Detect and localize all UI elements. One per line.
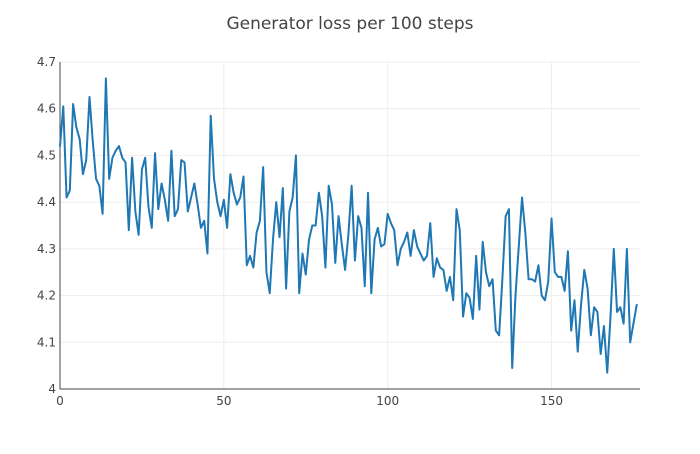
y-tick-label: 4.6 [37,102,56,116]
y-axis-tick-labels: 4 4.1 4.2 4.3 4.4 4.5 4.6 4.7 [37,55,56,396]
y-tick-label: 4.4 [37,195,56,209]
y-tick-label: 4 [48,382,56,396]
y-tick-label: 4.3 [37,242,56,256]
series-line [59,77,638,374]
y-tick-label: 4.1 [37,335,56,349]
x-tick-label: 50 [216,394,231,408]
x-axis-tick-labels: 0 50 100 150 [56,394,563,408]
x-tick-label: 100 [376,394,399,408]
series-layer [59,77,638,374]
y-tick-label: 4.5 [37,148,56,162]
y-tick-label: 4.2 [37,289,56,303]
y-tick-label: 4.7 [37,55,56,69]
x-tick-label: 0 [56,394,64,408]
grid [60,61,640,389]
chart-title: Generator loss per 100 steps [226,14,473,34]
x-tick-label: 150 [540,394,563,408]
axes [59,62,640,390]
